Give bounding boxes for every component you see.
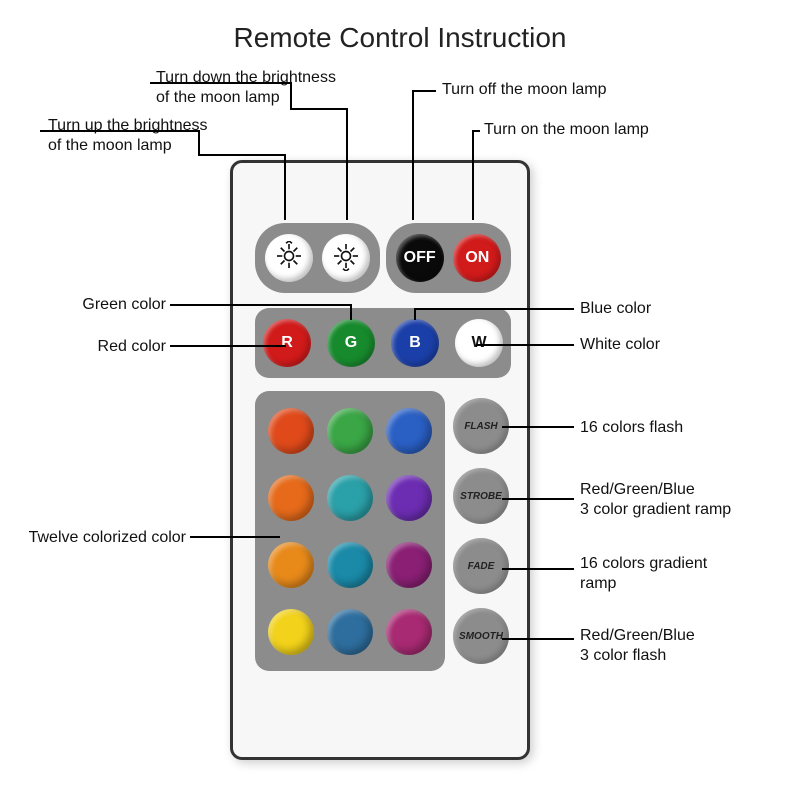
r-button[interactable]: R bbox=[263, 319, 311, 367]
brightness-down-button[interactable] bbox=[322, 234, 370, 282]
line bbox=[350, 304, 352, 320]
on-label: ON bbox=[465, 249, 489, 267]
g-button[interactable]: G bbox=[327, 319, 375, 367]
callout-white: White color bbox=[580, 335, 660, 355]
rgbw-label: W bbox=[471, 334, 486, 352]
callout-brightness-up: Turn up the brightnessof the moon lamp bbox=[48, 116, 228, 156]
panel-colors bbox=[255, 391, 445, 671]
panel-brightness bbox=[255, 223, 380, 293]
line bbox=[472, 130, 474, 220]
panel-rgbw: RGBW bbox=[255, 308, 511, 378]
color-swatch[interactable] bbox=[386, 475, 432, 521]
color-swatch[interactable] bbox=[327, 475, 373, 521]
off-button[interactable]: OFF bbox=[396, 234, 444, 282]
mode-label: FADE bbox=[468, 561, 495, 572]
color-swatch[interactable] bbox=[327, 408, 373, 454]
color-swatch[interactable] bbox=[327, 542, 373, 588]
line bbox=[412, 90, 414, 220]
callout-smooth: Red/Green/Blue3 color flash bbox=[580, 626, 695, 666]
color-swatch[interactable] bbox=[268, 542, 314, 588]
line bbox=[284, 154, 286, 220]
line bbox=[414, 308, 574, 310]
on-button[interactable]: ON bbox=[453, 234, 501, 282]
color-swatch[interactable] bbox=[386, 408, 432, 454]
line bbox=[412, 90, 436, 92]
off-label: OFF bbox=[404, 249, 436, 267]
callout-flash: 16 colors flash bbox=[580, 418, 683, 438]
w-button[interactable]: W bbox=[455, 319, 503, 367]
callout-blue: Blue color bbox=[580, 299, 651, 319]
line bbox=[150, 82, 290, 84]
flash-button[interactable]: FLASH bbox=[453, 398, 509, 454]
line bbox=[502, 568, 574, 570]
line bbox=[476, 344, 574, 346]
remote-body: OFF ON R G B W FLASH STROBE FADE SMOOTH bbox=[230, 160, 530, 760]
line bbox=[198, 130, 200, 154]
line bbox=[290, 82, 292, 108]
sun-up-icon bbox=[274, 241, 304, 276]
line bbox=[346, 108, 348, 220]
line bbox=[502, 498, 574, 500]
callout-twelve: Twelve colorized color bbox=[16, 528, 186, 548]
color-swatch[interactable] bbox=[386, 609, 432, 655]
mode-label: STROBE bbox=[460, 491, 502, 502]
line bbox=[198, 154, 284, 156]
line bbox=[40, 130, 198, 132]
b-button[interactable]: B bbox=[391, 319, 439, 367]
line bbox=[414, 308, 416, 320]
fade-button[interactable]: FADE bbox=[453, 538, 509, 594]
mode-label: SMOOTH bbox=[459, 631, 503, 642]
callout-green: Green color bbox=[46, 295, 166, 315]
mode-column: FLASH STROBE FADE SMOOTH bbox=[451, 391, 511, 671]
callout-strobe: Red/Green/Blue3 color gradient ramp bbox=[580, 480, 731, 520]
brightness-up-button[interactable] bbox=[265, 234, 313, 282]
callout-on: Turn on the moon lamp bbox=[484, 120, 649, 140]
color-swatch[interactable] bbox=[268, 408, 314, 454]
callout-fade: 16 colors gradientramp bbox=[580, 554, 707, 594]
line bbox=[170, 345, 286, 347]
smooth-button[interactable]: SMOOTH bbox=[453, 608, 509, 664]
sun-down-icon bbox=[331, 241, 361, 276]
line bbox=[190, 536, 280, 538]
rgbw-label: G bbox=[345, 334, 357, 352]
line bbox=[472, 130, 480, 132]
line bbox=[290, 108, 346, 110]
callout-off: Turn off the moon lamp bbox=[442, 80, 607, 100]
rgbw-label: R bbox=[281, 334, 293, 352]
color-swatch[interactable] bbox=[268, 609, 314, 655]
strobe-button[interactable]: STROBE bbox=[453, 468, 509, 524]
color-swatch[interactable] bbox=[386, 542, 432, 588]
color-swatch[interactable] bbox=[327, 609, 373, 655]
callout-brightness-down: Turn down the brightnessof the moon lamp bbox=[156, 68, 356, 108]
line bbox=[502, 638, 574, 640]
panel-power: OFF ON bbox=[386, 223, 511, 293]
callout-red: Red color bbox=[46, 337, 166, 357]
page-title: Remote Control Instruction bbox=[0, 22, 800, 54]
mode-label: FLASH bbox=[464, 421, 497, 432]
color-swatch[interactable] bbox=[268, 475, 314, 521]
line bbox=[502, 426, 574, 428]
line bbox=[170, 304, 350, 306]
rgbw-label: B bbox=[409, 334, 421, 352]
